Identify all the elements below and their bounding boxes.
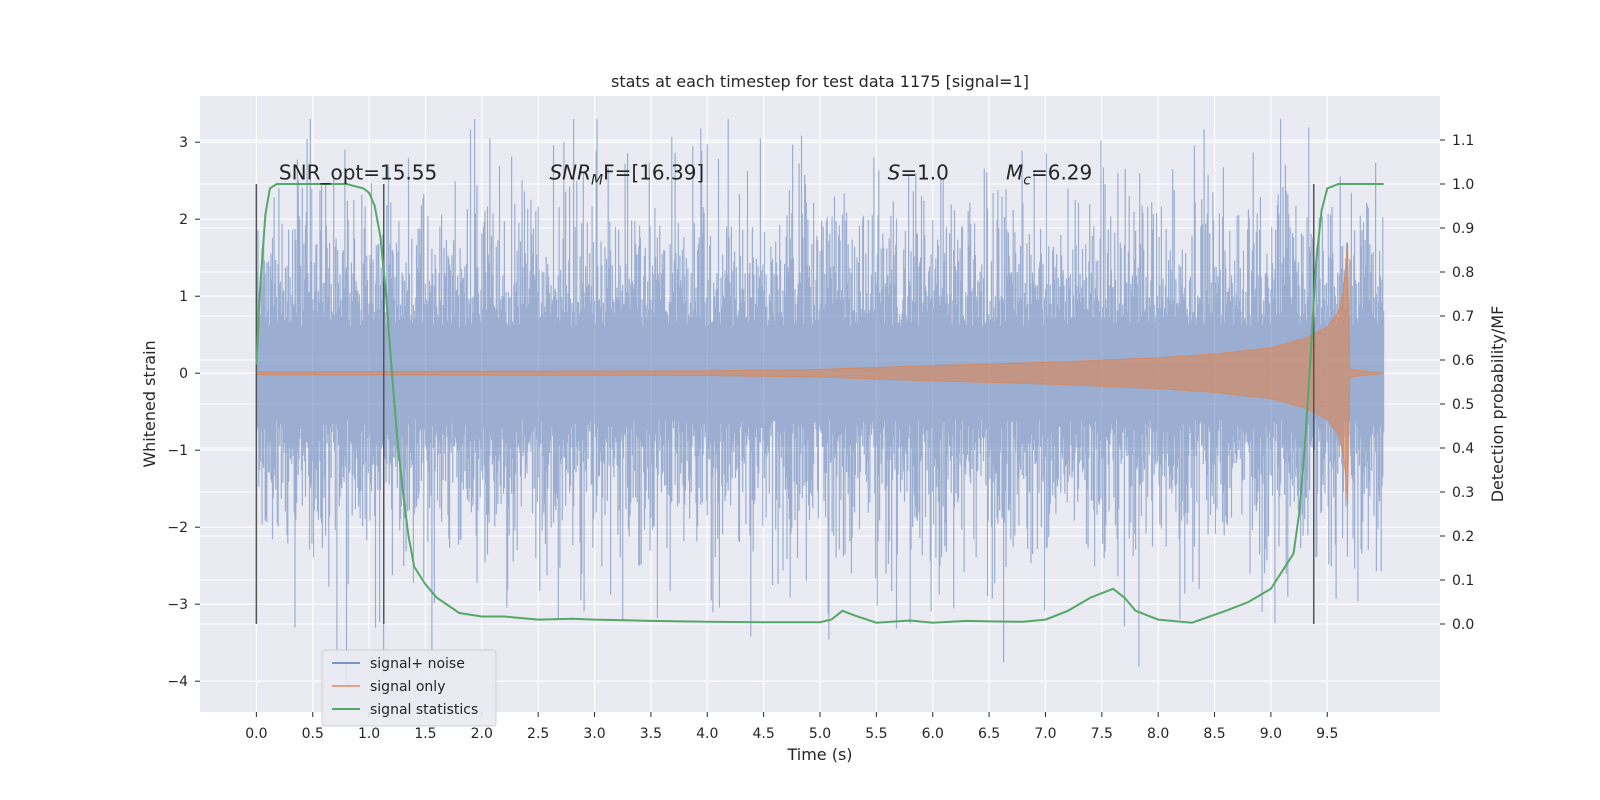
y-right-tick-label: 0.5 [1452, 397, 1474, 413]
x-tick-label: 0.5 [302, 726, 324, 742]
x-tick-label: 1.0 [358, 726, 380, 742]
y-right-tick-label: 0.3 [1452, 485, 1474, 501]
y-tick-label: 1 [179, 289, 188, 305]
legend-label: signal only [370, 679, 445, 695]
vertical-markers [255, 184, 1315, 624]
signal-statistics-line [255, 183, 1384, 624]
y-tick-label: 3 [179, 135, 188, 151]
legend-box [321, 649, 497, 727]
legend-label: signal+ noise [370, 656, 465, 672]
x-tick-label: 3.0 [583, 726, 605, 742]
y-tick-label: −3 [167, 597, 188, 613]
y-tick-label: −4 [167, 674, 188, 690]
y-right-axis-label: Detection probability/MF [1488, 306, 1507, 503]
annotation-text: SNRMF=[16.39] [549, 161, 704, 189]
x-tick-label: 8.0 [1147, 726, 1169, 742]
y-tick-label: −2 [167, 520, 188, 536]
y-tick-label: −1 [167, 443, 188, 459]
y-right-axis-ticks: 0.0 0.1 0.2 0.3 0.4 0.5 0.6 0.7 0.8 0.9 1.0 1.1 [1440, 133, 1474, 633]
y-right-tick-label: 0.8 [1452, 265, 1474, 281]
y-right-tick-label: 1.0 [1452, 177, 1474, 193]
y-right-tick-label: 1.1 [1452, 133, 1474, 149]
chart-title: stats at each timestep for test data 117… [611, 72, 1029, 91]
x-tick-label: 4.5 [753, 726, 775, 742]
x-tick-label: 2.5 [527, 726, 549, 742]
x-tick-label: 7.5 [1091, 726, 1113, 742]
y-axis-ticks: −4 −3 −2 −1 0 1 2 3 [167, 135, 200, 690]
x-tick-label: 9.0 [1260, 726, 1282, 742]
annotations: SNR_opt=15.55 SNRMF=[16.39] S=1.0 Mc=6.29 [279, 161, 1092, 189]
x-tick-label: 0.0 [245, 726, 267, 742]
x-tick-label: 3.5 [640, 726, 662, 742]
annotation-text: Mc=6.29 [1006, 161, 1092, 189]
x-tick-label: 2.0 [471, 726, 493, 742]
x-tick-label: 5.5 [865, 726, 887, 742]
x-axis-label: Time (s) [786, 745, 852, 764]
y-right-tick-label: 0.1 [1452, 573, 1474, 589]
y-right-tick-label: 0.7 [1452, 309, 1474, 325]
x-tick-label: 4.0 [696, 726, 718, 742]
x-tick-label: 6.5 [978, 726, 1000, 742]
y-tick-label: 0 [179, 366, 188, 382]
x-tick-label: 1.5 [414, 726, 436, 742]
annotation-text: S=1.0 [888, 161, 949, 185]
y-tick-label: 2 [179, 212, 188, 228]
x-tick-label: 7.0 [1034, 726, 1056, 742]
legend: signal+ noise signal only signal statistic… [321, 649, 497, 727]
signal-only-series [255, 242, 1384, 505]
x-tick-label: 6.0 [922, 726, 944, 742]
y-right-tick-label: 0.0 [1452, 617, 1474, 633]
y-right-tick-label: 0.9 [1452, 221, 1474, 237]
signal-only-area [255, 242, 1384, 505]
annotation-text: SNR_opt=15.55 [279, 161, 437, 185]
legend-label: signal statistics [370, 702, 478, 718]
signal-statistics-series [255, 183, 1384, 624]
y-axis-label: Whitened strain [140, 340, 159, 467]
x-tick-label: 8.5 [1203, 726, 1225, 742]
x-axis-ticks: 0.0 0.5 1.0 1.5 2.0 2.5 3.0 3.5 4.0 4.5 5.0 5.5 6.0 6… [245, 712, 1338, 742]
x-tick-label: 9.5 [1316, 726, 1338, 742]
x-tick-label: 5.0 [809, 726, 831, 742]
y-right-tick-label: 0.6 [1452, 353, 1474, 369]
y-right-tick-label: 0.2 [1452, 529, 1474, 545]
y-right-tick-label: 0.4 [1452, 441, 1474, 457]
